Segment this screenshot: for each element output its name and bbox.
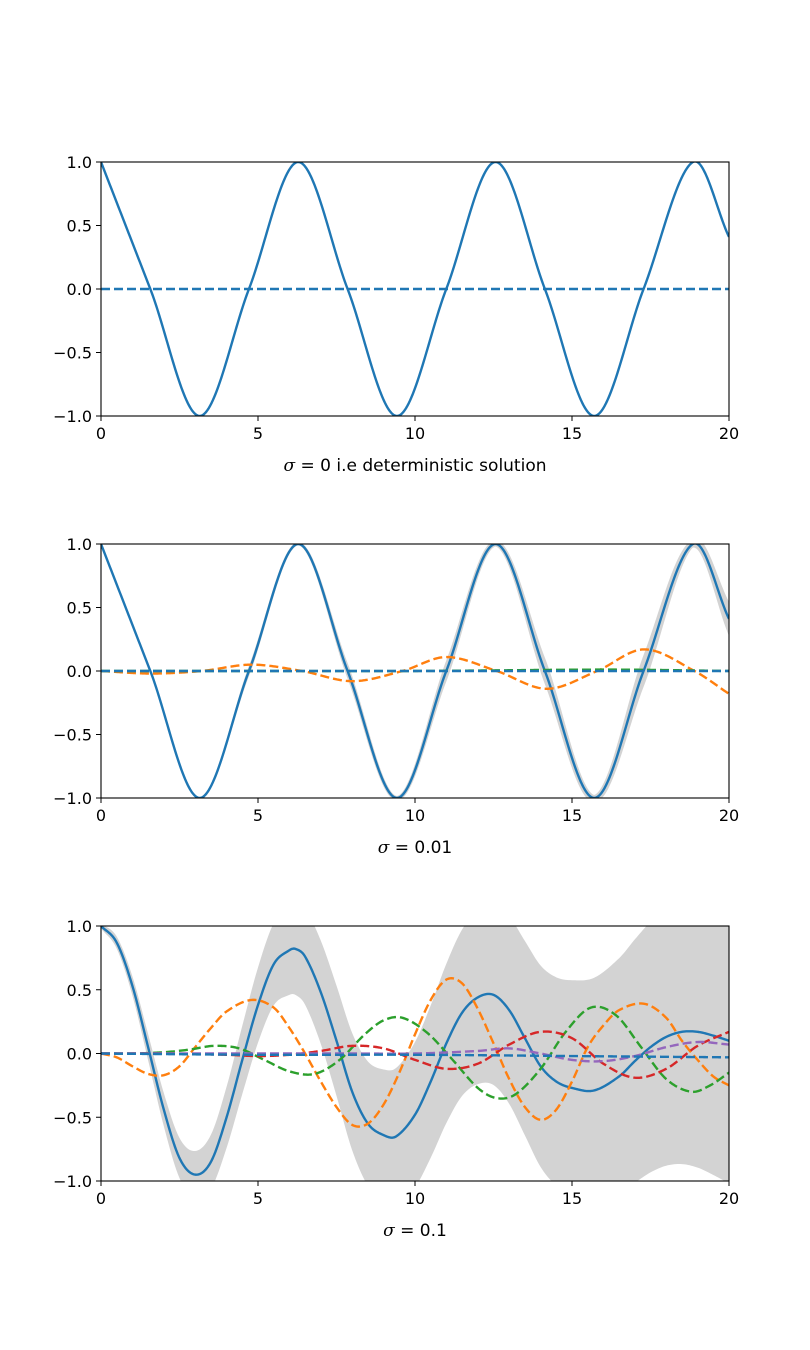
subplot-1: 0 5 10 15 20 1.0 0.5 0.0 −0.5 −1.0 σ = 0 i.e deter… [53,153,739,476]
y-tick-label: 1.0 [67,153,92,172]
y-tick-label: 0.0 [67,1045,92,1064]
x-axis-label-symbol: σ [383,1221,395,1241]
series-line-1-solid [101,544,729,798]
x-tick-label: 0 [96,424,106,443]
series-line-2-dashed [101,977,729,1128]
x-tick-label: 15 [562,424,582,443]
y-tick-label: 0.5 [67,981,92,1000]
y-tick-label: −1.0 [53,407,92,426]
x-tick-label: 20 [719,1189,739,1208]
x-tick-label: 5 [253,1189,263,1208]
uncertainty-band [101,926,729,1181]
x-axis-label-symbol: σ [378,838,390,858]
x-axis-label-text: = 0.1 [395,1221,447,1241]
y-tick-label: 0.0 [67,662,92,681]
y-tick-label: −1.0 [53,1172,92,1191]
y-tick-label: 0.0 [67,280,92,299]
y-tick-label: −0.5 [53,344,92,363]
y-tick-label: −0.5 [53,726,92,745]
x-tick-label: 15 [562,1189,582,1208]
series-line-1-solid [101,926,729,1176]
x-axis-label-symbol: σ [283,456,295,476]
series-line-1-solid [101,162,729,416]
y-tick-label: 1.0 [67,917,92,936]
x-tick-label: 20 [719,806,739,825]
x-axis-label: σ = 0 i.e deterministic solution [283,456,546,476]
x-tick-label: 0 [96,1189,106,1208]
plot-area [101,926,729,1181]
x-axis-label: σ = 0.1 [383,1221,447,1241]
y-tick-label: −1.0 [53,789,92,808]
x-tick-label: 5 [253,806,263,825]
x-tick-label: 10 [405,424,425,443]
x-tick-label: 0 [96,806,106,825]
series-line-6-dashed [101,1052,729,1059]
x-tick-label: 15 [562,806,582,825]
x-axis-label-text: = 0.01 [389,838,452,858]
series-line-3-dashed [101,1005,729,1100]
subplot-2: 0 5 10 15 20 1.0 0.5 0.0 −0.5 −1.0 σ = 0.01 [53,535,739,858]
plot-area [101,544,729,798]
y-tick-label: 0.5 [67,217,92,236]
y-tick-label: −0.5 [53,1108,92,1127]
x-axis-label: σ = 0.01 [378,838,453,858]
x-tick-label: 20 [719,424,739,443]
y-tick-label: 0.5 [67,599,92,618]
y-tick-label: 1.0 [67,535,92,554]
x-axis-label-text: = 0 i.e deterministic solution [295,456,546,476]
plot-area [101,162,729,416]
x-tick-label: 10 [405,806,425,825]
x-tick-label: 10 [405,1189,425,1208]
subplot-3: 0 5 10 15 20 1.0 0.5 0.0 −0.5 −1.0 σ = 0.1 [53,917,739,1241]
x-tick-label: 5 [253,424,263,443]
